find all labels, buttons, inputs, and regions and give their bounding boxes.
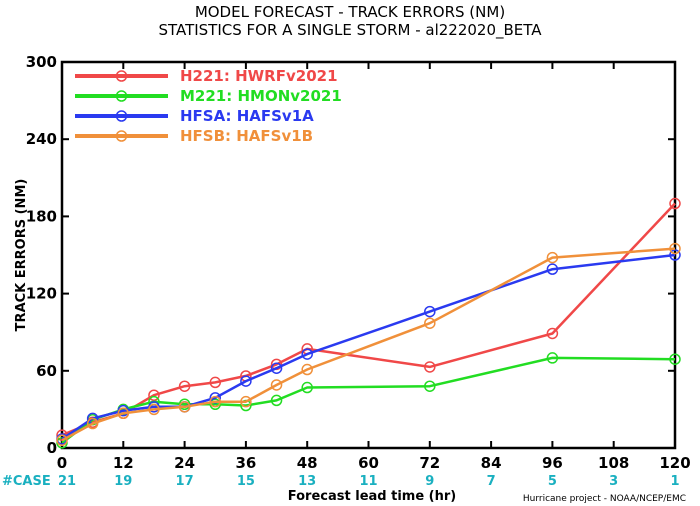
series-point — [178, 380, 191, 392]
x-tick-label: 108 — [598, 454, 629, 472]
x-tick-label: 12 — [113, 454, 134, 472]
series-point — [301, 363, 313, 376]
legend-marker — [115, 70, 128, 82]
case-count: 21 — [58, 474, 76, 489]
y-tick-label: 0 — [47, 439, 57, 457]
y-tick-label: 60 — [36, 362, 57, 380]
case-count: 7 — [487, 474, 496, 489]
y-tick-label: 300 — [26, 53, 57, 71]
series-point — [546, 251, 559, 264]
legend: H221: HWRFv2021 M221: HMONv2021 HFSA: HAFS… — [75, 67, 342, 145]
series-point — [209, 395, 221, 408]
legend-label: H221: HWRFv2021 — [180, 67, 338, 85]
series-point — [270, 394, 283, 407]
legend-label: M221: HMONv2021 — [180, 87, 342, 105]
legend-entry: HFSB: HAFSv1B — [75, 127, 313, 145]
case-count: 3 — [609, 474, 618, 489]
credit-text: Hurricane project - NOAA/NCEP/EMC — [523, 494, 686, 504]
axes: 0 12 24 36 48 60 72 84 96 108 120 0 60 120 180 240 300 — [26, 53, 691, 472]
y-tick-label: 180 — [26, 207, 57, 225]
series-point — [270, 379, 283, 391]
series-point — [546, 327, 559, 340]
case-count: 5 — [548, 474, 557, 489]
legend-label: HFSB: HAFSv1B — [180, 127, 313, 145]
series-point — [546, 263, 559, 275]
series-point — [240, 375, 252, 387]
series-point — [117, 407, 130, 420]
case-count: 17 — [176, 474, 194, 489]
series-point — [148, 403, 160, 416]
case-heading: #CASE — [2, 474, 51, 489]
case-count: 11 — [359, 474, 377, 489]
series-point — [56, 434, 68, 447]
series-point — [209, 376, 221, 389]
chart-subtitle: STATISTICS FOR A SINGLE STORM - al222020… — [158, 21, 542, 40]
chart-title: MODEL FORECAST - TRACK ERRORS (NM) — [195, 3, 505, 21]
legend-marker — [115, 90, 128, 102]
x-tick-label: 84 — [481, 454, 502, 472]
series-point — [669, 249, 681, 261]
series-point — [301, 348, 313, 360]
legend-entry: M221: HMONv2021 — [75, 87, 342, 105]
x-tick-label: 24 — [174, 454, 195, 472]
case-count: 15 — [237, 474, 255, 489]
legend-entry: H221: HWRFv2021 — [75, 67, 338, 85]
series-point — [240, 395, 252, 408]
series-point — [669, 353, 681, 365]
case-count-row: #CASE 21 19 17 15 13 11 9 7 5 3 1 — [2, 474, 680, 489]
x-tick-label: 60 — [358, 454, 379, 472]
series-layer — [56, 197, 681, 449]
legend-entry: HFSA: HAFSv1A — [75, 107, 314, 125]
series-point — [424, 380, 436, 392]
series-point — [86, 417, 99, 430]
series-point — [424, 317, 436, 329]
series-3 — [56, 242, 681, 447]
case-count: 1 — [670, 474, 679, 489]
case-count: 13 — [298, 474, 316, 489]
x-tick-label: 48 — [297, 454, 318, 472]
x-axis-label: Forecast lead time (hr) — [288, 489, 456, 504]
y-tick-label: 240 — [26, 130, 57, 148]
series-point — [148, 389, 160, 401]
y-tick-label: 120 — [26, 285, 57, 303]
series-point — [301, 381, 313, 394]
series-1 — [56, 352, 681, 449]
x-tick-label: 72 — [419, 454, 440, 472]
x-tick-label: 36 — [235, 454, 256, 472]
series-point — [178, 401, 191, 413]
legend-marker — [115, 110, 128, 122]
series-point — [270, 362, 283, 374]
series-point — [424, 305, 436, 318]
case-count: 9 — [425, 474, 434, 489]
x-tick-label: 96 — [542, 454, 563, 472]
legend-marker — [115, 130, 128, 142]
series-point — [546, 352, 559, 364]
series-point — [669, 197, 681, 210]
series-point — [669, 242, 681, 255]
y-axis-label: TRACK ERRORS (NM) — [14, 179, 29, 332]
case-count: 19 — [114, 474, 132, 489]
x-tick-label: 0 — [57, 454, 67, 472]
legend-label: HFSA: HAFSv1A — [180, 107, 314, 125]
series-point — [424, 361, 436, 373]
x-tick-label: 120 — [659, 454, 690, 472]
